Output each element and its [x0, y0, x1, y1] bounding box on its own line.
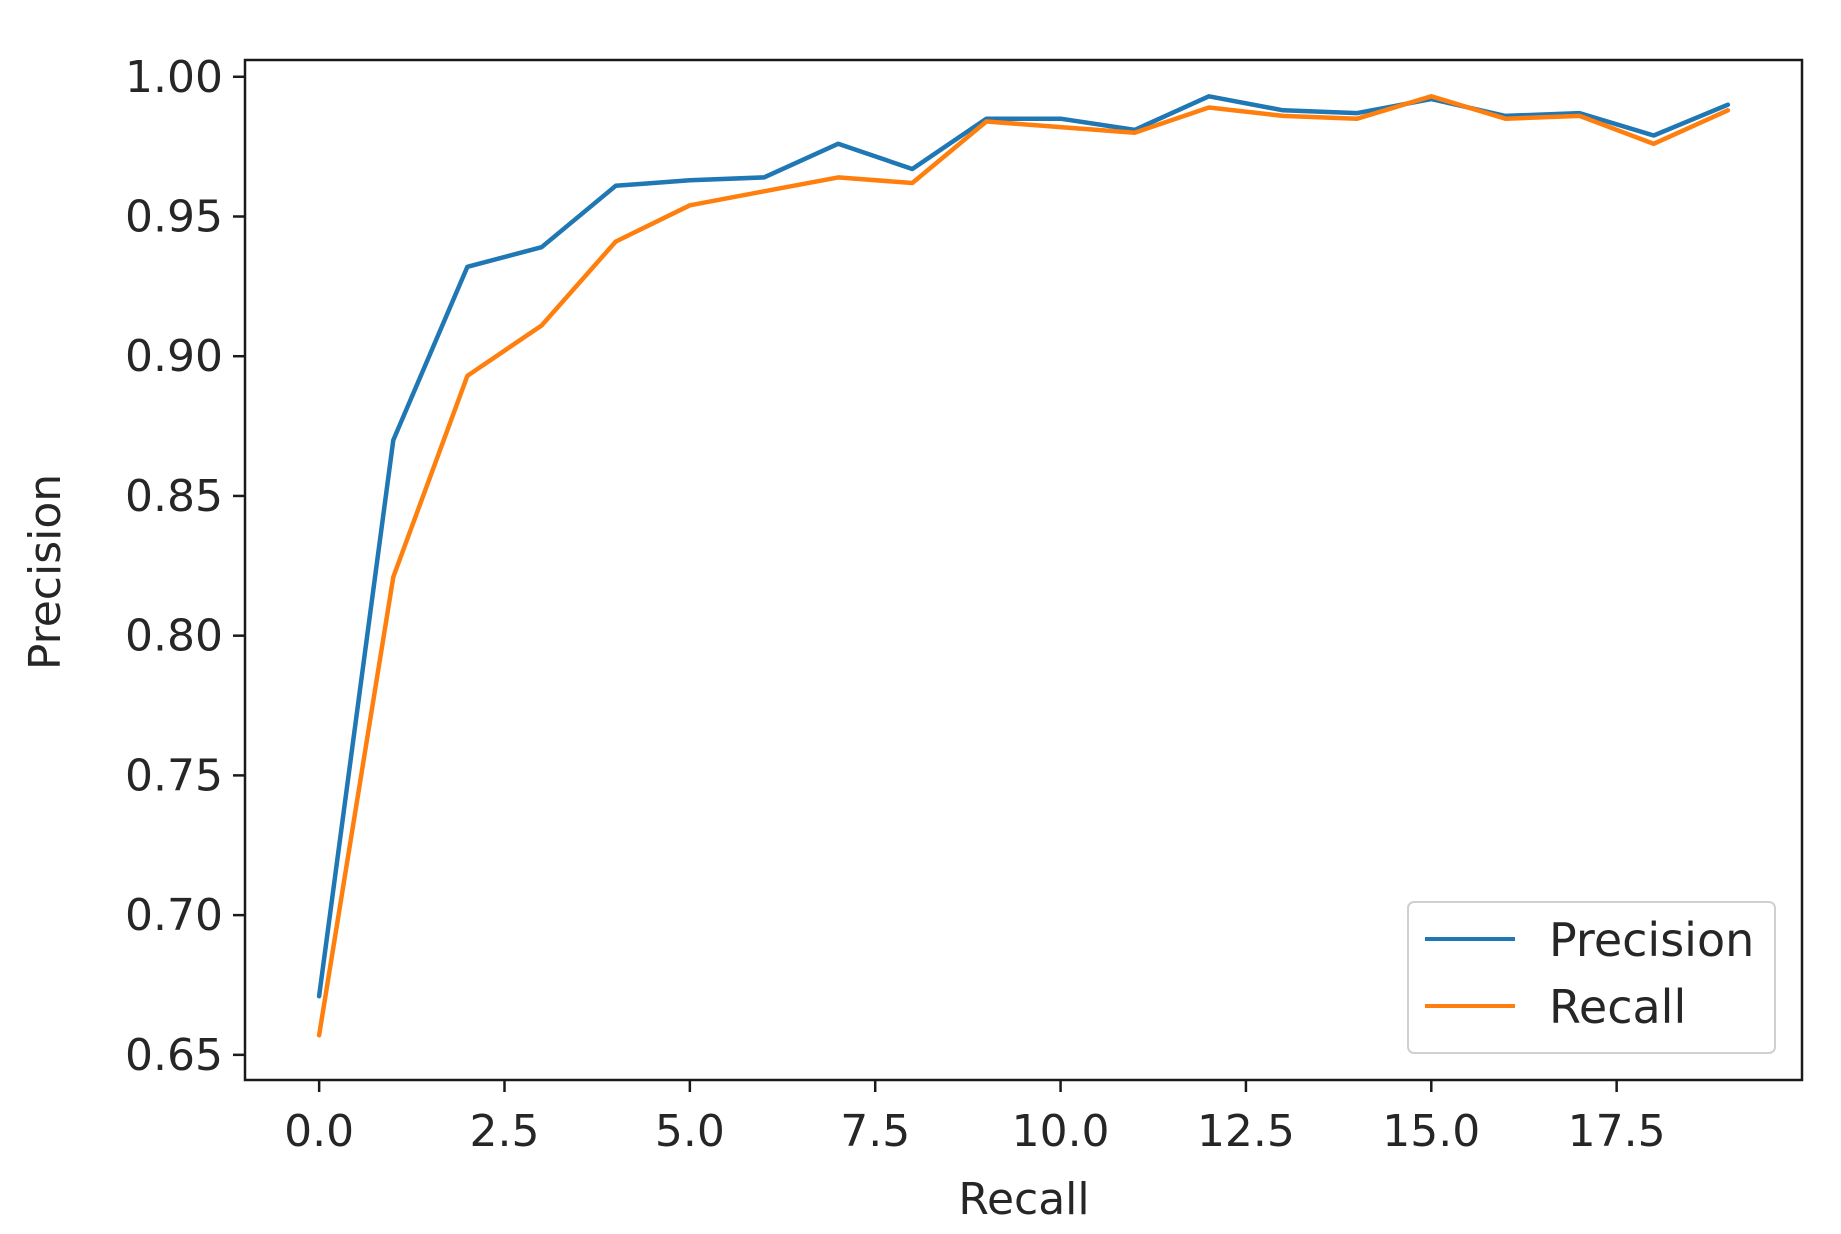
y-tick-label: 1.00: [125, 52, 223, 103]
x-tick-label: 2.5: [470, 1106, 540, 1157]
legend: Precision Recall: [1407, 901, 1776, 1054]
y-tick-label: 0.75: [125, 750, 223, 801]
legend-label-precision: Precision: [1549, 913, 1754, 967]
x-tick-label: 0.0: [284, 1106, 354, 1157]
x-tick-label: 17.5: [1568, 1106, 1666, 1157]
x-tick-label: 5.0: [655, 1106, 725, 1157]
y-tick-label: 0.70: [125, 890, 223, 941]
series-group: [316, 94, 1731, 1038]
ticks-group: 0.0 2.5 5.0 7.5 10.0 12.5 15.0 17.5 0.65 0.70 0.75…: [125, 52, 1666, 1157]
x-axis-label: Recall: [958, 1174, 1089, 1225]
y-tick-label: 0.85: [125, 471, 223, 522]
legend-label-recall: Recall: [1549, 980, 1686, 1034]
y-tick-label: 0.90: [125, 331, 223, 382]
y-tick-label: 0.95: [125, 191, 223, 242]
series-line-recall: [316, 94, 1731, 1038]
y-axis-label: Precision: [20, 474, 71, 670]
x-tick-label: 10.0: [1012, 1106, 1110, 1157]
x-tick-label: 15.0: [1382, 1106, 1480, 1157]
y-tick-label: 0.65: [125, 1030, 223, 1081]
x-tick-label: 7.5: [840, 1106, 910, 1157]
y-tick-label: 0.80: [125, 611, 223, 662]
x-tick-label: 12.5: [1197, 1106, 1295, 1157]
